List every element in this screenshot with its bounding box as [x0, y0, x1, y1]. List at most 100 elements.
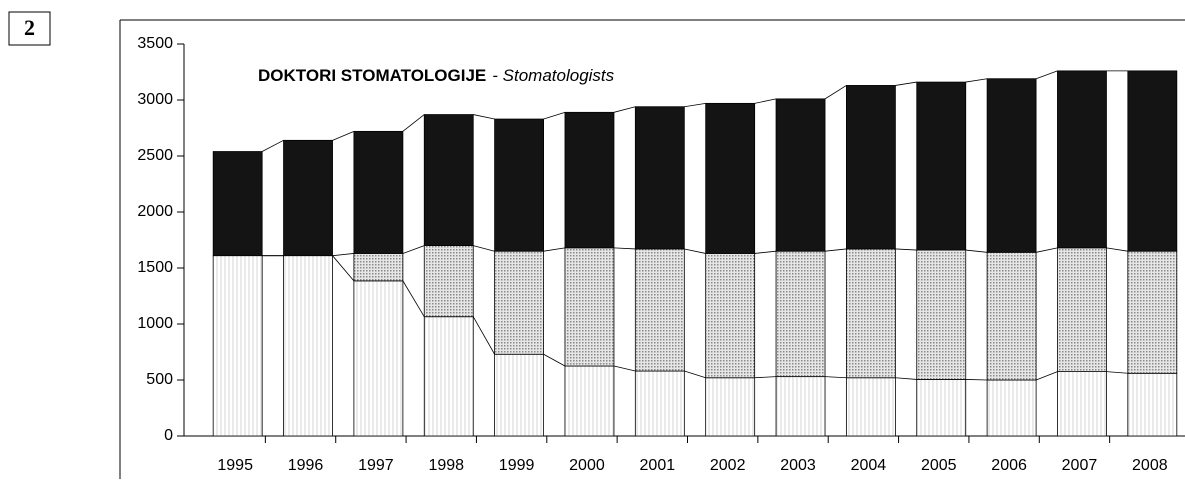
- connector: [1036, 247, 1058, 253]
- figure-label: 2: [24, 15, 35, 40]
- bar-segment: [705, 253, 756, 379]
- connector: [1035, 371, 1058, 381]
- x-tick-label: 1997: [358, 457, 394, 474]
- bar-segment: [705, 377, 756, 437]
- y-tick-label: 2500: [137, 147, 173, 164]
- x-tick-label: 2001: [640, 457, 676, 474]
- bar-segment: [423, 316, 474, 437]
- bar-segment: [1057, 371, 1107, 437]
- y-tick-label: 3000: [137, 91, 173, 108]
- connector: [965, 78, 988, 83]
- bar-segment: [916, 379, 967, 437]
- bar-segment: [353, 280, 404, 437]
- connector: [332, 255, 355, 282]
- x-tick-label: 1996: [288, 457, 324, 474]
- connector: [402, 245, 425, 254]
- connector: [754, 98, 777, 104]
- bar-segment: [845, 248, 896, 379]
- connector: [613, 247, 636, 250]
- bar-segment: [775, 98, 826, 252]
- x-tick-label: 2006: [991, 457, 1027, 474]
- connector: [895, 377, 917, 380]
- x-tick-label: 2007: [1062, 457, 1098, 474]
- y-tick-label: 0: [164, 427, 173, 444]
- y-tick-label: 1000: [137, 315, 173, 332]
- bar-segment: [212, 255, 263, 437]
- bar-segment: [986, 251, 1037, 381]
- connector: [895, 248, 917, 251]
- bar-segment: [634, 106, 685, 250]
- y-tick-label: 1500: [137, 259, 173, 276]
- bar-segment: [986, 78, 1037, 253]
- connector: [684, 370, 706, 379]
- connector: [402, 280, 425, 317]
- connector: [824, 248, 847, 252]
- connector: [754, 376, 777, 379]
- bar-segment: [494, 353, 545, 437]
- bar-segment: [494, 250, 545, 355]
- bar-segment: [283, 139, 333, 257]
- y-tick-label: 500: [146, 371, 173, 388]
- connector: [825, 376, 847, 379]
- connector: [261, 139, 284, 152]
- x-tick-label: 2003: [780, 457, 816, 474]
- x-tick-label: 1995: [217, 457, 253, 474]
- bar-segment: [353, 130, 404, 254]
- connector: [543, 111, 566, 120]
- connector: [332, 130, 355, 141]
- connector: [473, 245, 495, 252]
- bar-segment: [1057, 70, 1107, 249]
- connector: [613, 106, 636, 113]
- connector: [1106, 247, 1128, 252]
- bar-segment: [1127, 250, 1178, 374]
- bar-segment: [634, 370, 685, 437]
- bar-segment: [845, 85, 896, 250]
- bar-segment: [1057, 247, 1107, 372]
- x-tick-label: 2008: [1132, 457, 1168, 474]
- bar-segment: [634, 248, 685, 372]
- bar-segment: [423, 245, 474, 318]
- connector: [895, 81, 917, 86]
- connector: [1106, 371, 1128, 374]
- connector: [684, 102, 706, 108]
- chart-title: DOKTORI STOMATOLOGIJE - Stomatologists: [258, 66, 615, 85]
- bar-segment: [986, 379, 1037, 437]
- bar-segment: [1127, 372, 1178, 437]
- bar-segment: [212, 151, 263, 257]
- bar-segment: [564, 247, 615, 367]
- y-tick-label: 3500: [137, 35, 173, 52]
- connector: [473, 114, 495, 120]
- bar-segment: [283, 255, 333, 437]
- y-tick-label: 2000: [137, 203, 173, 220]
- bar-segment: [705, 102, 756, 254]
- bar-segment: [845, 377, 896, 437]
- bar-segment: [916, 249, 967, 380]
- connector: [543, 247, 566, 252]
- bar-segment: [423, 114, 474, 246]
- subtitle: - Stomatologists: [492, 66, 614, 85]
- bar-segment: [775, 376, 826, 437]
- connector: [402, 114, 425, 132]
- connector: [684, 248, 706, 254]
- label-box: [8, 11, 51, 46]
- connector: [965, 249, 988, 253]
- x-tick-label: 2005: [921, 457, 957, 474]
- connector: [472, 316, 495, 355]
- connector: [613, 365, 636, 372]
- x-tick-label: 2000: [569, 457, 605, 474]
- connector: [754, 250, 777, 254]
- bar-segment: [775, 250, 826, 378]
- x-tick-label: 2004: [851, 457, 887, 474]
- title: DOKTORI STOMATOLOGIJE: [258, 66, 486, 85]
- connector: [965, 379, 988, 381]
- bar-segment: [494, 118, 545, 252]
- bar-segment: [564, 365, 615, 437]
- bar-segment: [353, 253, 404, 282]
- bar-segment: [564, 111, 615, 249]
- bar-segment: [916, 81, 967, 251]
- connector: [332, 253, 354, 257]
- bar-segment: [1127, 70, 1178, 252]
- connector: [543, 353, 566, 367]
- x-tick-label: 1999: [499, 457, 535, 474]
